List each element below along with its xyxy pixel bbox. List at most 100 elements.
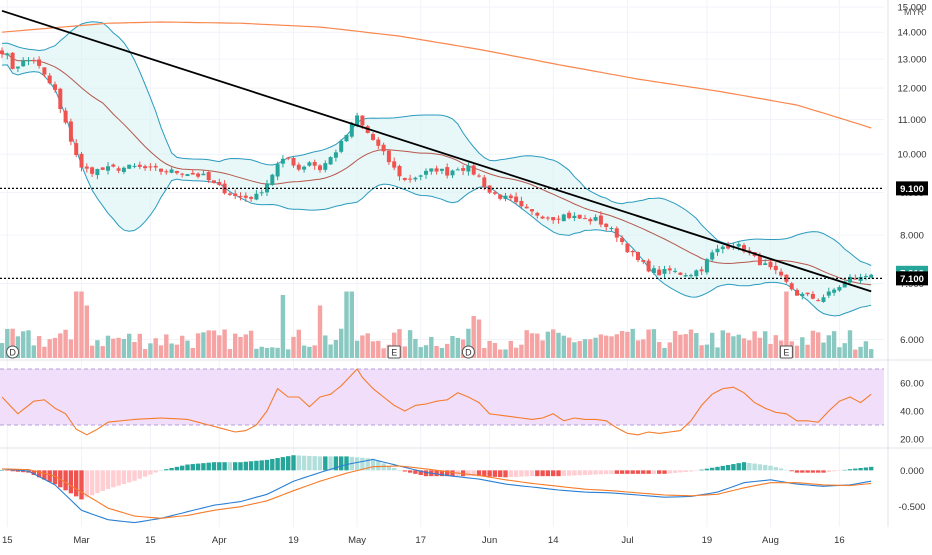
macd-histogram-bar <box>238 462 243 471</box>
macd-histogram-bar <box>715 466 720 471</box>
candle-body <box>249 197 254 199</box>
macd-pane <box>0 455 874 524</box>
macd-histogram-bar <box>513 470 519 477</box>
level-badge <box>896 271 928 286</box>
candle-body <box>837 287 842 291</box>
volume-bar <box>206 330 211 358</box>
macd-histogram-bar <box>630 470 635 474</box>
candle-body <box>116 168 121 171</box>
volume-bar <box>816 332 821 358</box>
candle-body <box>577 214 582 219</box>
macd-histogram-bar <box>270 458 275 471</box>
volume-bar <box>519 344 524 358</box>
bollinger-middle <box>1 53 872 286</box>
candle-body <box>503 195 508 200</box>
candle-body <box>477 175 481 177</box>
macd-histogram-bar <box>847 469 853 471</box>
candle-body <box>821 297 826 302</box>
macd-histogram-bar <box>826 470 831 472</box>
volume-bar <box>222 329 227 358</box>
volume-bar <box>26 330 31 358</box>
volume-bar <box>614 334 619 358</box>
volume-bar <box>158 345 164 358</box>
volume-bar <box>164 334 169 358</box>
volume-bar <box>413 338 418 358</box>
volume-bar <box>471 316 476 358</box>
candle-body <box>68 121 73 142</box>
macd-histogram-bar <box>625 470 630 474</box>
candle-body <box>265 183 269 193</box>
volume-bar <box>243 334 248 358</box>
volume-bar <box>0 343 5 358</box>
volume-bar <box>699 345 704 358</box>
macd-histogram-bar <box>773 467 778 471</box>
candle-body <box>768 261 773 268</box>
macd-histogram-bar <box>296 455 301 471</box>
macd-histogram-bar <box>641 470 646 474</box>
rsi-band <box>0 369 884 425</box>
candle-body <box>95 169 100 176</box>
volume-bar <box>535 333 540 358</box>
candle-body <box>201 173 206 176</box>
volume-bar <box>869 349 874 358</box>
volume-bar <box>757 337 763 358</box>
candle-body <box>561 214 566 222</box>
macd-histogram-bar <box>614 470 619 474</box>
macd-histogram-bar <box>683 470 688 472</box>
volume-bar <box>100 346 105 358</box>
candle-body <box>53 84 57 90</box>
candle-body <box>259 192 264 194</box>
macd-histogram-bar <box>392 468 397 471</box>
macd-histogram-bar <box>651 470 657 474</box>
volume-bar <box>402 346 407 358</box>
macd-histogram-bar <box>42 470 47 480</box>
volume-bar <box>317 305 323 358</box>
candle-body <box>784 274 789 282</box>
candle-body <box>233 193 238 197</box>
volume-bar <box>68 339 74 358</box>
volume-bar <box>211 330 217 358</box>
macd-histogram-bar <box>466 470 471 477</box>
volume-bar <box>805 344 810 358</box>
candle-body <box>392 161 397 168</box>
candle-body <box>286 157 291 159</box>
candle-body <box>540 216 545 219</box>
candle-body <box>291 157 296 166</box>
volume-bar <box>747 340 752 358</box>
volume-bar <box>641 339 646 358</box>
macd-histogram-bar <box>339 456 344 471</box>
rsi-tick-label: 40.00 <box>900 407 924 418</box>
candle-body <box>445 167 450 176</box>
macd-histogram-bar <box>492 470 498 477</box>
macd-histogram-bar <box>566 470 572 476</box>
candle-body <box>339 140 344 152</box>
price-tick-label: 11.000 <box>898 115 926 126</box>
volume-bar <box>662 347 667 358</box>
candle-body <box>726 245 731 249</box>
macd-histogram-bar <box>450 470 455 477</box>
macd-histogram-bar <box>344 456 349 471</box>
macd-histogram-bar <box>831 470 837 472</box>
candle-body <box>514 196 519 203</box>
sma-200-line <box>1 21 872 129</box>
candle-body <box>588 219 593 222</box>
price-tick-label: 15.000 <box>897 3 926 14</box>
candle-body <box>816 300 821 302</box>
volume-bar <box>370 341 376 358</box>
macd-histogram-bar <box>725 464 731 471</box>
macd-histogram-bar <box>233 462 238 471</box>
candle-body <box>10 52 15 69</box>
time-tick-label: Mar <box>73 535 89 546</box>
candle-body <box>673 270 678 272</box>
macd-histogram-bar <box>413 470 418 474</box>
macd-histogram-bar <box>63 470 68 491</box>
macd-histogram-bar <box>132 470 137 481</box>
macd-signal-line <box>1 465 872 519</box>
macd-histogram-bar <box>47 470 52 482</box>
macd-histogram-bar <box>545 470 551 477</box>
macd-histogram-bar <box>217 462 222 471</box>
candle-body <box>143 166 148 169</box>
candle-body <box>307 162 312 166</box>
